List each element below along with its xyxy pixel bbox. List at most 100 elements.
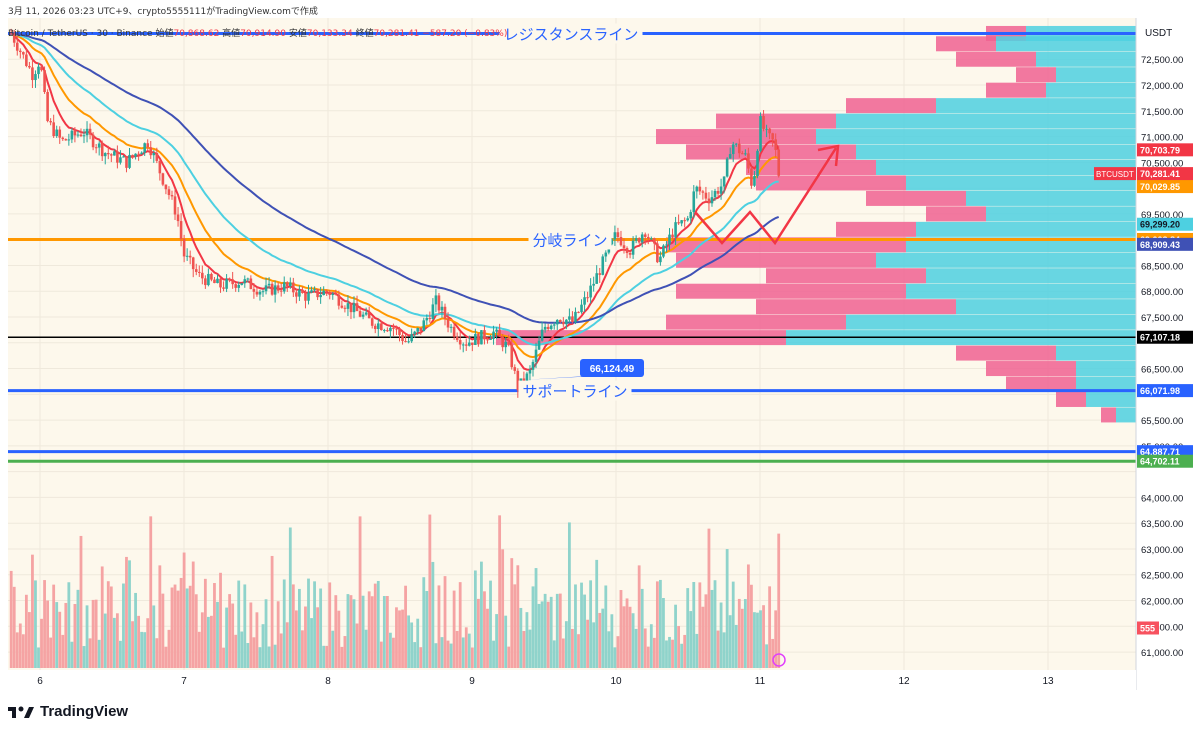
volume-bar — [631, 613, 635, 668]
volume-bar — [698, 582, 702, 668]
candle-body — [328, 292, 332, 296]
candle-body — [201, 272, 204, 279]
volume-bar — [261, 624, 265, 668]
volume-bar — [382, 596, 386, 668]
ohlc-low-label: 安値 — [288, 29, 307, 39]
volume-bar — [243, 584, 247, 668]
volume-bar — [276, 601, 280, 668]
volume-profile-up-bar — [816, 129, 1136, 145]
candle-body — [753, 176, 756, 186]
candle-body — [216, 278, 219, 284]
candle-body — [431, 304, 435, 320]
volume-profile-down-bar — [656, 129, 816, 145]
volume-profile-up-bar — [846, 314, 1136, 330]
candle-body — [149, 147, 153, 156]
candle-body — [634, 238, 638, 241]
volume-bar — [176, 590, 180, 668]
volume-profile-down-bar — [686, 144, 856, 160]
candle-body — [349, 303, 353, 313]
volume-profile-up-bar — [1086, 391, 1136, 407]
volume-profile-down-bar — [1056, 391, 1086, 407]
candle-body — [583, 297, 586, 305]
volume-bar — [574, 584, 577, 668]
volume-bar — [762, 605, 765, 668]
volume-bar — [452, 590, 456, 668]
volume-bar — [88, 638, 92, 668]
volume-bar — [376, 580, 380, 668]
candle-body — [358, 311, 362, 317]
volume-bar — [167, 629, 171, 668]
volume-bar — [58, 611, 62, 668]
volume-bar — [143, 632, 147, 668]
volume-bar — [24, 594, 28, 668]
candle-body — [380, 323, 383, 331]
volume-bar — [213, 583, 216, 668]
candle-body — [625, 248, 629, 254]
volume-bar — [476, 598, 480, 668]
candle-body — [540, 329, 544, 341]
candle-body — [334, 293, 338, 295]
volume-bar — [73, 604, 77, 668]
volume-bar — [109, 586, 113, 668]
ohlc-change-value: −587.20 (−0.83%) — [422, 29, 508, 39]
ema-slow-line — [11, 32, 779, 347]
candle-body — [343, 307, 347, 309]
volume-profile-up-bar — [1056, 67, 1136, 83]
candle-body — [25, 54, 28, 66]
volume-bar — [149, 516, 153, 668]
volume-bar — [686, 588, 690, 668]
ohlc-close-label: 終値 — [355, 29, 374, 39]
candle-body — [562, 321, 565, 325]
volume-bar — [285, 622, 289, 668]
volume-profile-down-bar — [676, 283, 906, 299]
volume-bar — [759, 610, 762, 668]
candle-body — [683, 220, 686, 222]
tradingview-logo[interactable]: TradingView — [8, 703, 128, 720]
volume-bar — [91, 599, 95, 668]
candle-body — [719, 186, 723, 194]
volume-bar — [161, 593, 165, 668]
volume-bar — [219, 572, 222, 668]
candle-body — [595, 273, 598, 284]
candle-body — [483, 330, 486, 340]
volume-bar — [610, 614, 614, 668]
volume-bar — [194, 594, 198, 668]
volume-bar — [46, 600, 50, 668]
y-tick-label-2: 71,500.00 — [1141, 107, 1183, 118]
volume-bar — [334, 595, 338, 668]
volume-bar — [619, 590, 623, 668]
volume-bar — [310, 618, 313, 668]
candle-body — [155, 153, 159, 161]
volume-bar — [231, 603, 235, 668]
volume-bar — [52, 584, 56, 668]
volume-bar — [467, 633, 471, 668]
volume-bar — [206, 616, 210, 668]
candle-body — [534, 349, 538, 362]
y-tick-label-7: 68,000.00 — [1141, 287, 1183, 298]
candle-body — [307, 292, 310, 301]
volume-profile-up-bar — [1056, 345, 1136, 361]
candle-body — [352, 303, 356, 313]
candle-body — [674, 222, 677, 238]
volume-bar — [28, 612, 31, 668]
volume-bar — [771, 638, 775, 668]
volume-bar — [498, 515, 502, 668]
candle-body — [88, 128, 92, 135]
candle-body — [455, 336, 459, 341]
volume-profile-up-bar — [876, 252, 1136, 268]
volume-bar — [552, 640, 556, 668]
symbol-name[interactable]: Bitcoin / TetherUS · 30 · Binance — [8, 29, 153, 39]
candle-body — [461, 344, 465, 346]
candle-body — [9, 33, 13, 35]
price-badge-4 — [1137, 217, 1193, 231]
candle-body — [73, 130, 77, 136]
volume-profile-up-bar — [906, 283, 1136, 299]
candle-body — [765, 128, 768, 130]
volume-bar — [743, 599, 747, 668]
volume-bar — [76, 589, 80, 668]
symbol-badge — [1094, 167, 1136, 181]
price-badge-7 — [1137, 330, 1193, 344]
volume-bar — [79, 535, 83, 668]
volume-bar — [112, 617, 116, 668]
